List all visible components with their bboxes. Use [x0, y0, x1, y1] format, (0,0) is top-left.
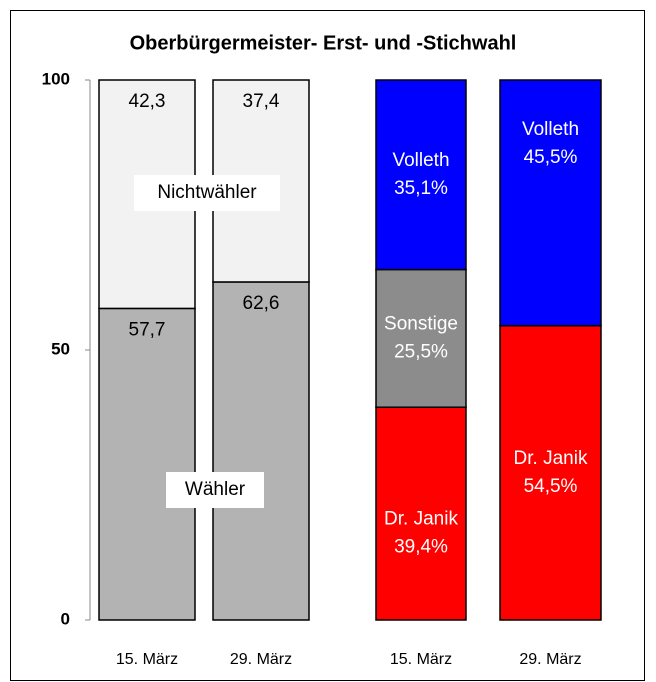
series-label: Nichtwähler: [157, 182, 257, 203]
series-label: Wähler: [185, 479, 246, 500]
bar-segment: [375, 79, 467, 271]
value-label: 45,5%: [524, 147, 578, 168]
x-tick-label: 15. März: [116, 651, 178, 668]
bar-segment: [98, 307, 196, 621]
segment-name: Dr. Janik: [384, 509, 458, 530]
y-tick-label: 50: [51, 339, 70, 358]
segment-name: Volleth: [392, 150, 449, 171]
value-label: 25,5%: [394, 341, 448, 362]
chart-title: Oberbürgermeister- Erst- und -Stichwahl: [130, 32, 517, 54]
value-label: 54,5%: [524, 476, 578, 497]
bar-segment: [499, 79, 602, 327]
y-tick-label: 0: [61, 609, 70, 628]
label-box: [134, 175, 280, 211]
value-label: 42,3: [129, 91, 166, 112]
segment-name: Volleth: [522, 119, 579, 140]
bar-segment: [375, 268, 467, 408]
bar-segment: [212, 281, 310, 621]
segment-name: Sonstige: [384, 313, 458, 334]
x-tick-label: 15. März: [390, 651, 452, 668]
x-tick-label: 29. März: [230, 651, 292, 668]
value-label: 57,7: [129, 319, 166, 340]
value-label: 62,6: [243, 293, 280, 314]
y-tick-label: 100: [42, 69, 70, 88]
value-label: 39,4%: [394, 537, 448, 558]
x-tick-label: 29. März: [519, 651, 581, 668]
label-box: [166, 472, 264, 508]
value-label: 37,4: [243, 91, 280, 112]
bar-segment: [375, 406, 467, 621]
segment-name: Dr. Janik: [514, 448, 588, 469]
bar-segment: [499, 324, 602, 621]
value-label: 35,1%: [394, 178, 448, 199]
